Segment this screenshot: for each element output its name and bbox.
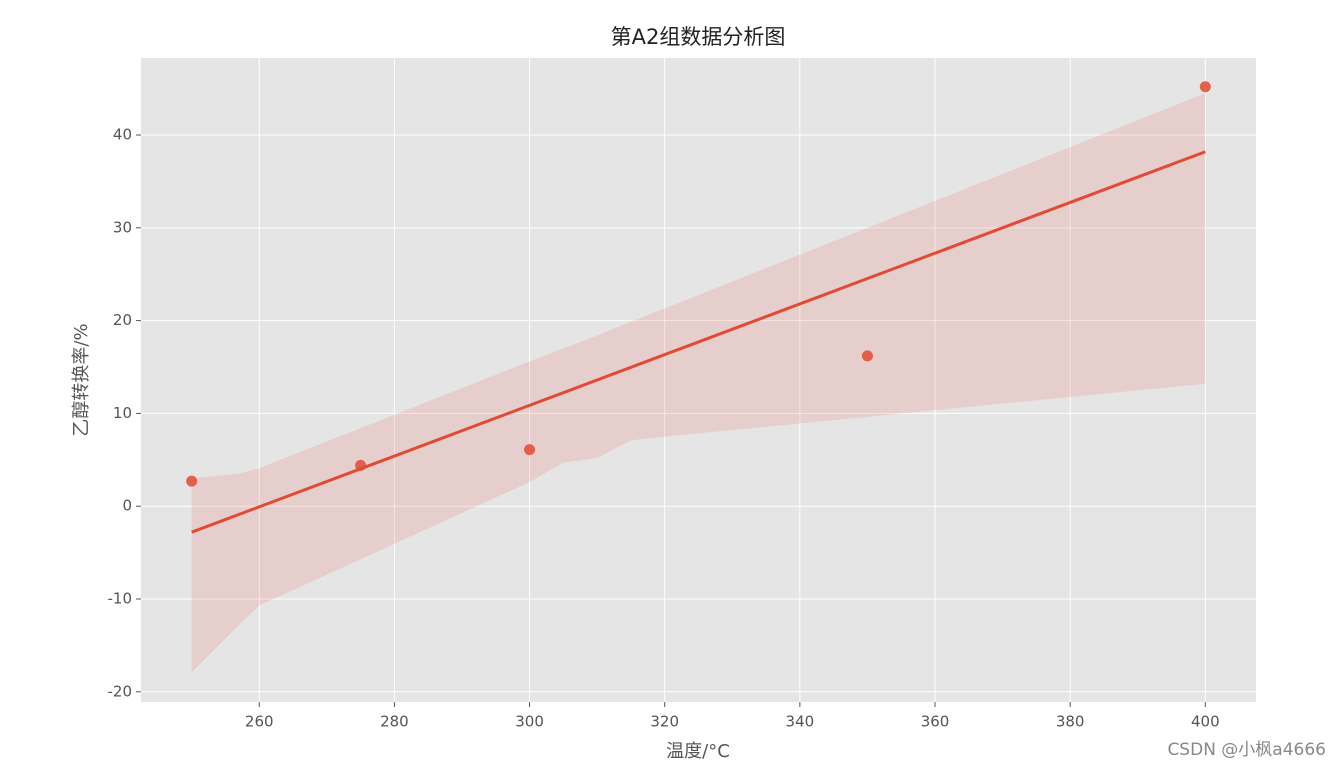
x-tick-label: 300 [515, 713, 544, 731]
watermark: CSDN @小枫a4666 [1167, 740, 1326, 760]
x-tick-label: 260 [245, 713, 274, 731]
y-axis-label: 乙醇转换率/% [71, 323, 92, 436]
regression-line [191, 150, 1206, 534]
y-tick-label: 10 [113, 404, 132, 422]
y-tick-label: -10 [108, 589, 133, 607]
y-tick-label: -20 [108, 682, 133, 700]
data-point [186, 475, 198, 487]
x-axis-label: 温度/°C [666, 741, 730, 762]
x-tick-label: 280 [380, 713, 409, 731]
data-point [1199, 81, 1211, 93]
x-tick-label: 360 [921, 713, 950, 731]
x-tick-label: 320 [650, 713, 679, 731]
y-tick-label: 0 [122, 497, 132, 515]
y-tick-label: 40 [113, 126, 132, 144]
data-point [861, 350, 873, 362]
chart-title: 第A2组数据分析图 [611, 25, 786, 49]
x-tick-label: 380 [1056, 713, 1085, 731]
confidence-band [191, 93, 1206, 673]
y-tick-label: 30 [113, 218, 132, 236]
data-point [524, 444, 536, 456]
x-tick-label: 340 [786, 713, 815, 731]
y-tick-label: 20 [113, 311, 132, 329]
x-tick-label: 400 [1191, 713, 1220, 731]
